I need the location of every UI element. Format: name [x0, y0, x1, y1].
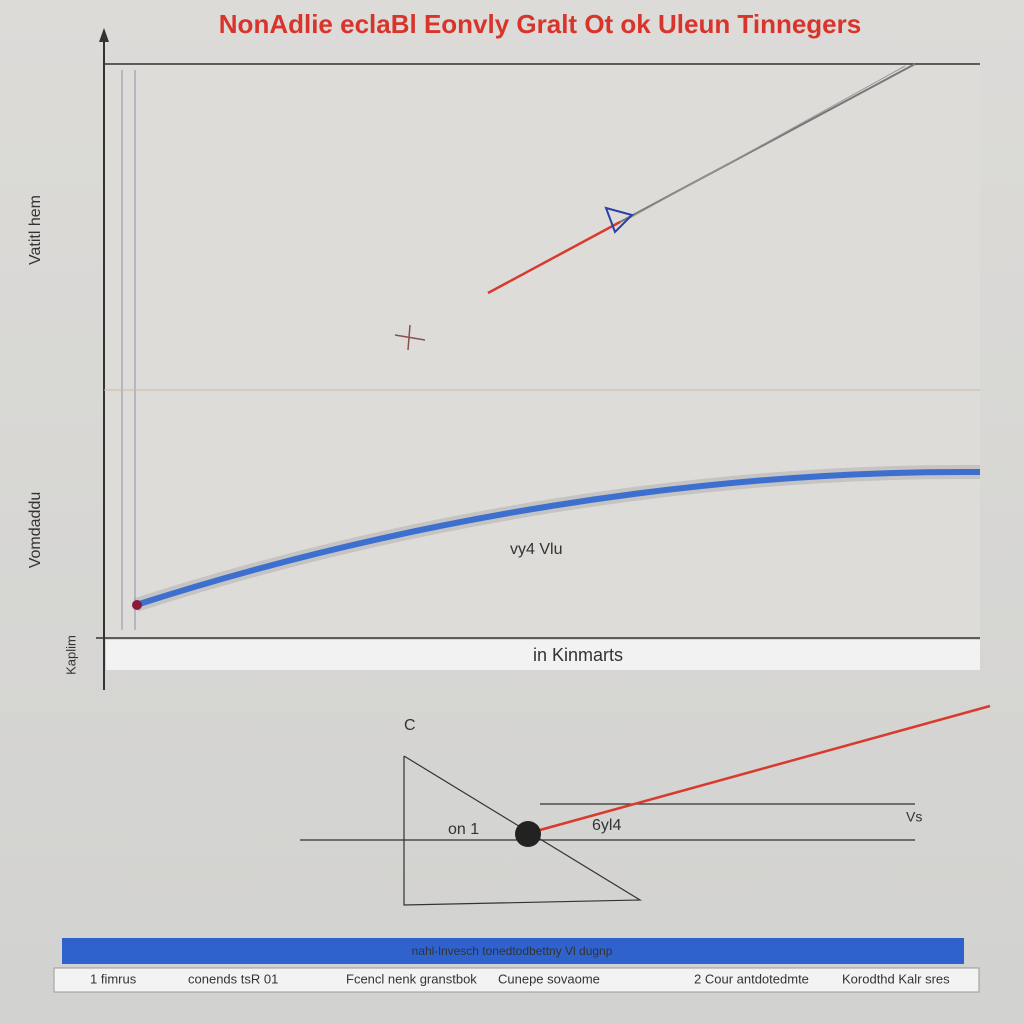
banner: [62, 938, 964, 964]
footer-item: Fcencl nenk granstbok: [346, 971, 477, 986]
title: NonAdlie eclaBl Eonvly Gralt Ot ok Uleun…: [219, 9, 861, 39]
plot-label: on 1: [448, 821, 479, 838]
axis-arrow: [99, 28, 109, 42]
ball: [515, 821, 541, 847]
gray-line: [629, 65, 906, 219]
plot-label: 6yl4: [592, 817, 621, 834]
y-label: Vomdaddu: [27, 492, 44, 569]
cross: [394, 324, 426, 351]
blue-curve: [135, 468, 981, 608]
red-line: [487, 220, 621, 295]
footer-item: 1 fimrus: [90, 971, 137, 986]
marker: [604, 206, 634, 234]
footer-item: 2 Cour antdotedmte: [694, 971, 809, 986]
gray-line: [619, 63, 916, 223]
start-point: [132, 600, 142, 610]
x-label-box: [106, 640, 980, 670]
banner-text: nahl-lnvesch tonedtodbettny Vl dugnp: [412, 944, 613, 958]
plot-label: Vs: [906, 809, 922, 825]
footer-item: Korodthd Kalr sres: [842, 971, 950, 986]
y-label: Kaplim: [63, 635, 78, 675]
plot-area: [104, 64, 980, 638]
plot-label: C: [404, 717, 416, 734]
footer: [53, 967, 980, 993]
y-label: Vatitl hem: [27, 195, 44, 265]
x-label: in Kinmarts: [533, 645, 623, 665]
red-line: [539, 704, 991, 832]
footer-item: Cunepe sovaome: [498, 971, 600, 986]
footer-item: conends tsR 01: [188, 971, 278, 986]
plot-label: vy4 Vlu: [510, 541, 562, 558]
